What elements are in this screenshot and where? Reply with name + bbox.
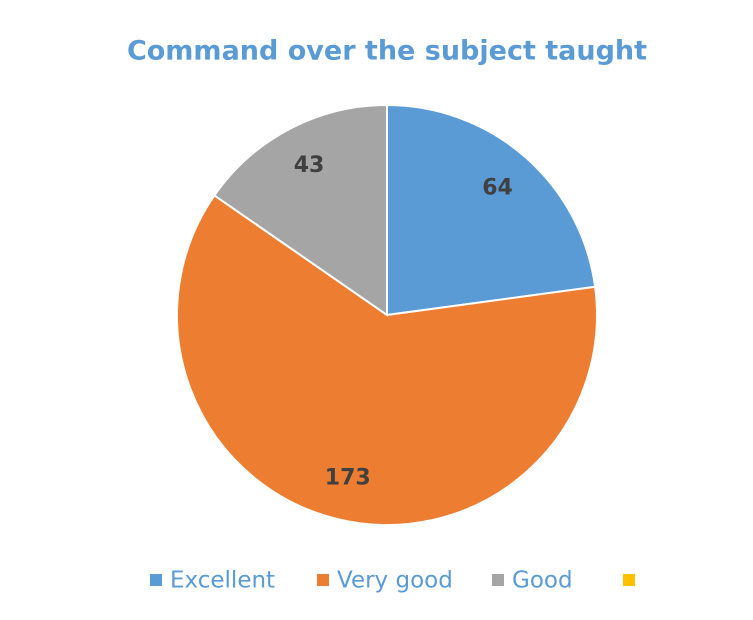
legend-label: Excellent [170,568,275,594]
pie-slice [386,103,597,317]
legend-label: Good [512,568,573,594]
data-label: 43 [294,153,325,178]
data-label: 173 [325,465,371,490]
pie-slice [176,194,598,526]
pie: 64 173 43 [176,103,598,526]
legend-label: Very good [337,568,453,594]
pie-slice [212,103,388,317]
chart-title: Command over the subject taught [127,36,647,67]
legend-swatch [623,574,635,586]
legend-swatch [492,574,504,586]
legend: Excellent Very good Good [150,568,635,594]
legend-swatch [150,574,162,586]
legend-swatch [317,574,329,586]
data-label: 64 [482,175,513,200]
